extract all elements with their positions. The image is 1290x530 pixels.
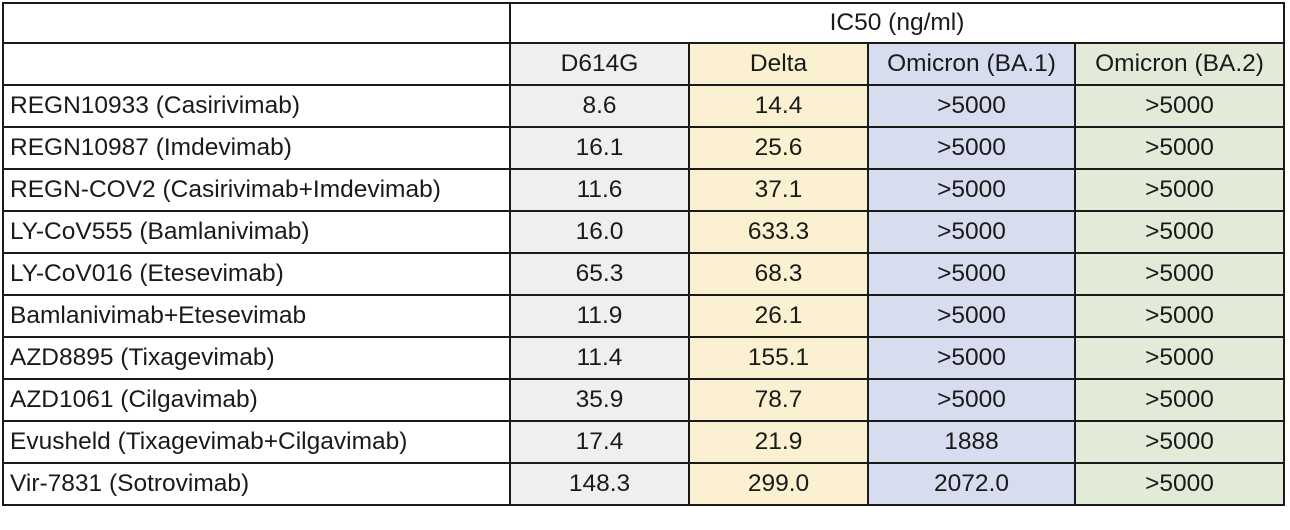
column-header-omicron-ba1: Omicron (BA.1): [867, 42, 1076, 86]
ic50-value-cell: 2072.0: [867, 462, 1076, 506]
ic50-value-cell: >5000: [867, 252, 1076, 296]
table-row: Evusheld (Tixagevimab+Cilgavimab) 17.4 21.…: [2, 420, 1286, 464]
ic50-value-cell: 21.9: [688, 420, 869, 464]
table-row: LY-CoV555 (Bamlanivimab) 16.0 633.3 >5000 >5…: [2, 210, 1286, 254]
ic50-table: IC50 (ng/ml) D614G Delta Omicron (BA.1) …: [2, 2, 1286, 506]
ic50-value-cell: >5000: [1073, 420, 1286, 464]
ic50-value-cell: >5000: [867, 210, 1076, 254]
ic50-value-cell: 8.6: [509, 84, 690, 128]
antibody-name-cell: REGN-COV2 (Casirivimab+Imdevimab): [2, 168, 511, 212]
corner-cell-top: [2, 2, 511, 44]
table-row: Vir-7831 (Sotrovimab) 148.3 299.0 2072.0 >50…: [2, 462, 1286, 506]
table-row: REGN10987 (Imdevimab) 16.1 25.6 >5000 >5000: [2, 126, 1286, 170]
ic50-value-cell: 11.6: [509, 168, 690, 212]
ic50-value-cell: 25.6: [688, 126, 869, 170]
column-header-delta: Delta: [688, 42, 869, 86]
table-row: REGN10933 (Casirivimab) 8.6 14.4 >5000 >5000: [2, 84, 1286, 128]
ic50-value-cell: 35.9: [509, 378, 690, 422]
ic50-value-cell: 14.4: [688, 84, 869, 128]
ic50-value-cell: 68.3: [688, 252, 869, 296]
ic50-value-cell: 16.0: [509, 210, 690, 254]
antibody-name-cell: AZD8895 (Tixagevimab): [2, 336, 511, 380]
table-row: REGN-COV2 (Casirivimab+Imdevimab) 11.6 37.…: [2, 168, 1286, 212]
antibody-name-cell: Bamlanivimab+Etesevimab: [2, 294, 511, 338]
column-header-omicron-ba2: Omicron (BA.2): [1073, 42, 1286, 86]
ic50-value-cell: >5000: [1073, 252, 1286, 296]
ic50-group-header: IC50 (ng/ml): [508, 2, 1286, 44]
ic50-value-cell: 299.0: [688, 462, 869, 506]
ic50-value-cell: >5000: [1073, 84, 1286, 128]
ic50-value-cell: 1888: [867, 420, 1076, 464]
ic50-value-cell: 155.1: [688, 336, 869, 380]
antibody-name-cell: LY-CoV555 (Bamlanivimab): [2, 210, 511, 254]
ic50-value-cell: >5000: [867, 168, 1076, 212]
antibody-name-cell: Evusheld (Tixagevimab+Cilgavimab): [2, 420, 511, 464]
table-row: LY-CoV016 (Etesevimab) 65.3 68.3 >5000 >5000: [2, 252, 1286, 296]
column-header-d614g: D614G: [509, 42, 690, 86]
antibody-name-cell: LY-CoV016 (Etesevimab): [2, 252, 511, 296]
column-header-row: D614G Delta Omicron (BA.1) Omicron (BA.2…: [2, 42, 1286, 86]
table-row: Bamlanivimab+Etesevimab 11.9 26.1 >5000 >500…: [2, 294, 1286, 338]
ic50-value-cell: 633.3: [688, 210, 869, 254]
ic50-value-cell: 78.7: [688, 378, 869, 422]
ic50-value-cell: >5000: [1073, 336, 1286, 380]
ic50-value-cell: >5000: [867, 126, 1076, 170]
ic50-value-cell: >5000: [1073, 126, 1286, 170]
ic50-value-cell: >5000: [1073, 210, 1286, 254]
ic50-value-cell: 148.3: [509, 462, 690, 506]
ic50-value-cell: >5000: [867, 294, 1076, 338]
ic50-value-cell: 26.1: [688, 294, 869, 338]
table-row: AZD1061 (Cilgavimab) 35.9 78.7 >5000 >5000: [2, 378, 1286, 422]
ic50-value-cell: >5000: [867, 378, 1076, 422]
corner-cell: [2, 42, 511, 86]
ic50-value-cell: >5000: [867, 336, 1076, 380]
table-row: AZD8895 (Tixagevimab) 11.4 155.1 >5000 >5000: [2, 336, 1286, 380]
ic50-value-cell: >5000: [1073, 378, 1286, 422]
group-header-row: IC50 (ng/ml): [2, 2, 1286, 44]
ic50-value-cell: 37.1: [688, 168, 869, 212]
ic50-value-cell: 11.9: [509, 294, 690, 338]
antibody-name-cell: REGN10933 (Casirivimab): [2, 84, 511, 128]
ic50-value-cell: 17.4: [509, 420, 690, 464]
ic50-value-cell: >5000: [1073, 168, 1286, 212]
ic50-value-cell: 11.4: [509, 336, 690, 380]
ic50-value-cell: 65.3: [509, 252, 690, 296]
ic50-value-cell: >5000: [1073, 462, 1286, 506]
ic50-value-cell: >5000: [1073, 294, 1286, 338]
ic50-value-cell: >5000: [867, 84, 1076, 128]
antibody-name-cell: AZD1061 (Cilgavimab): [2, 378, 511, 422]
antibody-name-cell: Vir-7831 (Sotrovimab): [2, 462, 511, 506]
antibody-name-cell: REGN10987 (Imdevimab): [2, 126, 511, 170]
ic50-value-cell: 16.1: [509, 126, 690, 170]
